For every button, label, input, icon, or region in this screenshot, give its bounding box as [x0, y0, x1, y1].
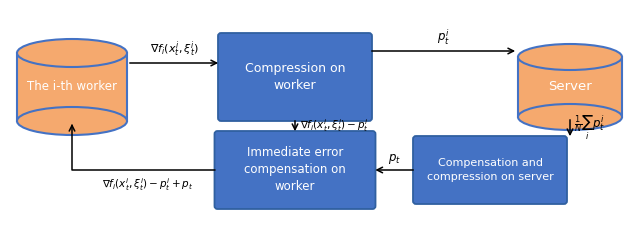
Text: Compensation and
compression on server: Compensation and compression on server [427, 158, 554, 182]
FancyBboxPatch shape [214, 131, 376, 209]
Text: $p_t$: $p_t$ [388, 152, 401, 166]
Text: Immediate error
compensation on
worker: Immediate error compensation on worker [244, 146, 346, 194]
Text: $\nabla f_i(x_t^i, \xi_t^i)$: $\nabla f_i(x_t^i, \xi_t^i)$ [150, 39, 198, 59]
Ellipse shape [17, 39, 127, 67]
Text: Server: Server [548, 81, 592, 94]
FancyBboxPatch shape [413, 136, 567, 204]
Text: The i-th worker: The i-th worker [27, 81, 117, 94]
Text: $\nabla f_i(x_t^i, \xi_t^i) - p_t^i$: $\nabla f_i(x_t^i, \xi_t^i) - p_t^i$ [300, 118, 369, 134]
Ellipse shape [518, 104, 622, 130]
FancyBboxPatch shape [218, 33, 372, 121]
Ellipse shape [17, 107, 127, 135]
Text: Compression on
worker: Compression on worker [244, 62, 345, 92]
Text: $p_t^i$: $p_t^i$ [437, 28, 450, 47]
Ellipse shape [518, 44, 622, 70]
Polygon shape [518, 57, 622, 117]
Polygon shape [17, 53, 127, 121]
Text: $\nabla f_i(x_t^i, \xi_t^i) - p_t^i + p_t$: $\nabla f_i(x_t^i, \xi_t^i) - p_t^i + p_… [102, 176, 193, 193]
Text: $\frac{1}{N}\sum_i p_t^i$: $\frac{1}{N}\sum_i p_t^i$ [574, 113, 605, 143]
